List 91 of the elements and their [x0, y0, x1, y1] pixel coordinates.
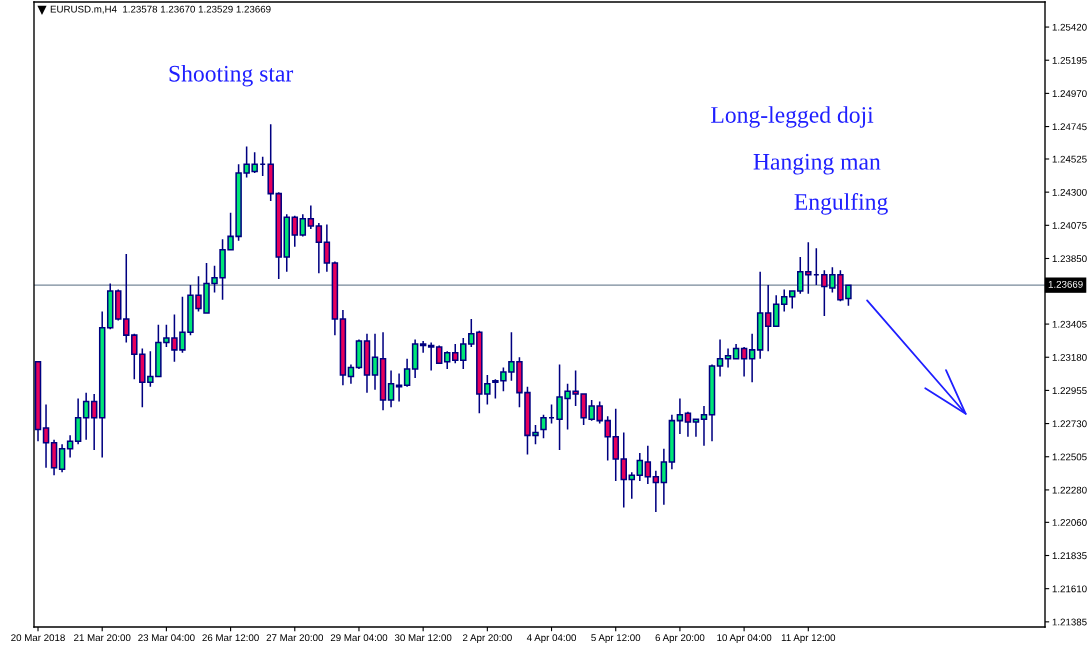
candlestick: [443, 350, 451, 370]
y-tick-label: 1.24075: [1052, 222, 1087, 229]
candlestick: [435, 344, 443, 364]
candlestick: [98, 310, 106, 459]
x-tick-label: 21 Mar 20:00: [74, 634, 131, 642]
candlestick: [355, 338, 363, 370]
x-tick-label: 26 Mar 12:00: [202, 634, 259, 642]
candlestick: [724, 347, 732, 369]
annotation: Shooting star: [169, 65, 294, 87]
y-tick-label: 1.22730: [1052, 420, 1087, 428]
candlestick: [668, 413, 676, 471]
x-tick-label: 27 Mar 20:00: [266, 634, 324, 642]
x-tick-label: 5 Apr 12:00: [591, 634, 641, 644]
candlestick: [636, 452, 644, 482]
y-tick-label: 1.24970: [1052, 90, 1087, 98]
candlestick: [780, 288, 788, 313]
candlestick: [684, 411, 692, 438]
candlestick: [387, 369, 395, 409]
y-tick-label: 1.24745: [1052, 123, 1087, 131]
y-tick-label: 1.22280: [1052, 486, 1087, 494]
chart-title: EURUSD.m,H4 1.23578 1.23670 1.23529 1.23669: [50, 5, 271, 14]
candlestick: [427, 341, 435, 372]
candlestick: [291, 214, 299, 248]
y-tick-label: 1.22060: [1052, 519, 1087, 526]
x-tick-label: 20 Mar 2018: [11, 634, 65, 642]
candlestick: [419, 340, 427, 354]
candlestick: [764, 284, 772, 353]
x-tick-label: 6 Apr 20:00: [655, 634, 705, 644]
y-tick-label: 1.23850: [1052, 255, 1087, 263]
candlestick: [74, 397, 82, 445]
x-tick-label: 2 Apr 20:00: [462, 634, 512, 644]
candlestick: [732, 343, 740, 360]
y-tick-label: 1.24525: [1052, 155, 1087, 163]
candlestick: [716, 338, 724, 378]
candlestick: [66, 434, 74, 459]
y-tick-label: 1.21610: [1052, 585, 1087, 593]
annotation: Hanging man: [753, 153, 881, 175]
candlestick: [772, 294, 780, 328]
candlestick: [259, 156, 266, 177]
candlestick: [339, 309, 347, 387]
candlestick: [756, 270, 764, 360]
annotation: Long-legged doji: [711, 106, 874, 128]
candlestick: [106, 282, 114, 331]
x-tick-label: 23 Mar 04:00: [138, 634, 195, 642]
y-tick-label: 1.23405: [1052, 320, 1087, 328]
candlestick: [307, 204, 315, 230]
candlestick: [42, 403, 50, 469]
y-tick-label: 1.22505: [1052, 453, 1087, 461]
annotation: Engulfing: [794, 193, 888, 215]
y-tick-label: 1.22955: [1052, 387, 1087, 395]
x-tick-label: 29 Mar 04:00: [330, 634, 388, 642]
candlestick: [708, 363, 716, 443]
candlestick: [411, 338, 419, 379]
candlestick: [347, 363, 355, 385]
x-tick-label: 30 Mar 12:00: [394, 634, 452, 642]
candlestick: [90, 393, 98, 451]
candlestick: [315, 222, 323, 274]
candlestick: [748, 332, 756, 384]
x-tick-label: 4 Apr 04:00: [526, 634, 577, 644]
candlestick: [82, 391, 90, 441]
candlestick: [700, 405, 708, 447]
x-tick-label: 11 Apr 12:00: [781, 634, 836, 644]
candlestick: [548, 403, 555, 425]
candlestick: [740, 346, 748, 378]
candlestick: [58, 443, 66, 473]
ref-line-label: 1.23669: [1048, 280, 1083, 288]
candlestick: [50, 439, 58, 476]
candlestick: [692, 418, 700, 438]
candlestick: [395, 372, 403, 403]
candlestick: [403, 357, 411, 388]
y-tick-label: 1.21385: [1052, 618, 1087, 626]
y-tick-label: 1.21835: [1052, 552, 1087, 560]
candlestick: [644, 444, 652, 485]
y-tick-label: 1.24300: [1052, 188, 1087, 196]
candlestick: [540, 413, 547, 440]
x-tick-label: 10 Apr 04:00: [717, 634, 772, 644]
candlestick: [676, 397, 684, 435]
candlestick: [34, 360, 42, 443]
candlestick: [652, 469, 660, 513]
y-tick-label: 1.25420: [1052, 23, 1087, 31]
candlestick: [363, 332, 371, 394]
candlestick: [323, 223, 331, 273]
candlestick: [628, 471, 636, 500]
candlestick: [813, 247, 820, 286]
y-tick-label: 1.23180: [1052, 353, 1087, 361]
candlestick: [379, 331, 387, 412]
candlestick: [331, 260, 339, 336]
y-tick-label: 1.25195: [1052, 56, 1087, 64]
candlestick: [299, 213, 307, 238]
candlestick: [371, 332, 379, 391]
candlestick: [660, 447, 668, 506]
